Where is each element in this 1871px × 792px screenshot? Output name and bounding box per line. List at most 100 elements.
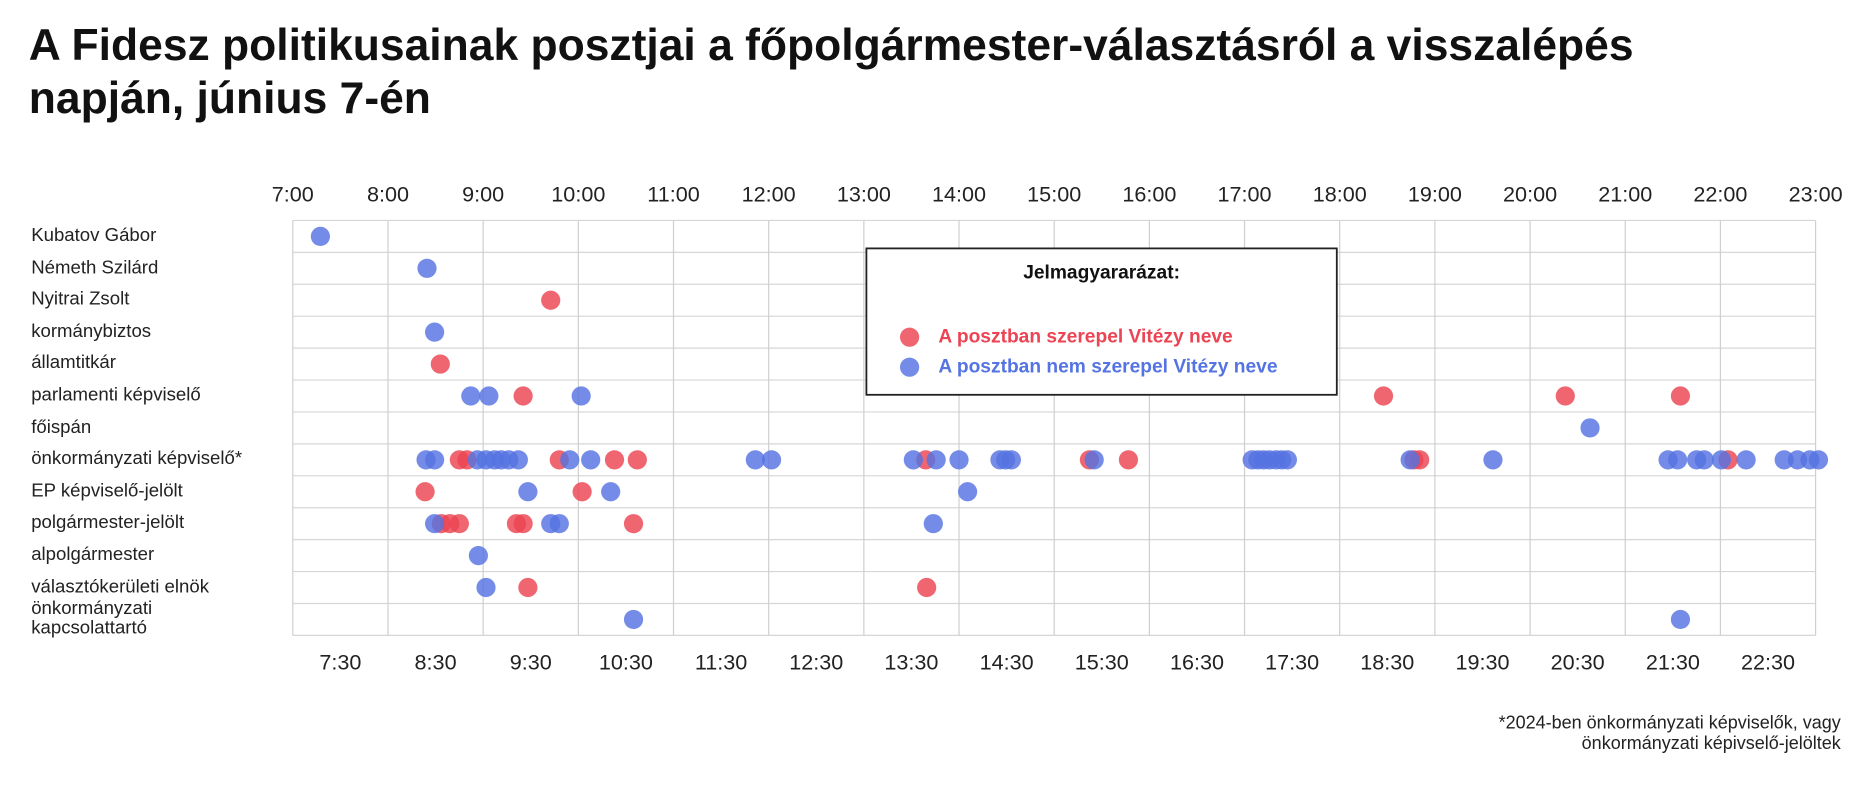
legend-label: A posztban nem szerepel Vitézy neve xyxy=(938,356,1277,377)
point xyxy=(430,354,450,374)
point xyxy=(425,514,445,534)
y-label: kormánybiztos xyxy=(31,321,152,342)
x-tick-label: 21:00 xyxy=(1598,181,1652,206)
point xyxy=(541,290,561,310)
point xyxy=(1694,450,1714,470)
point xyxy=(518,482,538,502)
x-tick-label: 9:00 xyxy=(462,181,504,206)
point xyxy=(476,577,496,598)
x-tick-label: 22:00 xyxy=(1693,181,1747,206)
x-tick-label: 13:00 xyxy=(837,181,891,206)
point xyxy=(1277,450,1297,470)
point xyxy=(1400,450,1420,470)
x-tick-label-bottom: 14:30 xyxy=(980,649,1034,674)
point xyxy=(310,226,331,247)
point xyxy=(1774,450,1794,470)
x-tick-label-bottom: 21:30 xyxy=(1646,649,1700,674)
point xyxy=(1580,418,1600,438)
legend-label: A posztban szerepel Vitézy neve xyxy=(938,326,1233,347)
point xyxy=(1667,450,1688,470)
x-tick-label-bottom: 18:30 xyxy=(1360,649,1414,674)
point xyxy=(601,482,621,502)
point xyxy=(926,450,946,470)
point xyxy=(1808,450,1829,470)
point xyxy=(560,450,580,470)
x-tick-label-bottom: 7:30 xyxy=(319,649,361,674)
x-tick-label-bottom: 9:30 xyxy=(510,649,552,674)
y-label: polgármester-jelölt xyxy=(31,512,185,534)
point xyxy=(1711,450,1731,470)
point xyxy=(604,450,625,470)
point xyxy=(957,482,978,502)
point xyxy=(1670,386,1691,406)
point xyxy=(903,450,923,470)
x-tick-label: 8:00 xyxy=(367,181,409,206)
y-label: államtitkár xyxy=(31,353,116,374)
x-tick-label: 7:00 xyxy=(272,181,314,206)
point xyxy=(425,322,445,342)
y-label: alpolgármester xyxy=(31,544,155,566)
y-label: Nyitrai Zsolt xyxy=(31,289,130,310)
x-tick-label: 18:00 xyxy=(1313,181,1367,206)
x-tick-label: 16:00 xyxy=(1122,181,1176,206)
y-label: önkormányzati kapcsolattartó xyxy=(31,598,153,639)
point xyxy=(627,450,647,470)
y-label: parlamenti képviselő xyxy=(31,385,201,406)
point xyxy=(549,514,569,534)
x-tick-label-bottom: 12:30 xyxy=(789,649,843,674)
y-label: választókerületi elnök xyxy=(31,576,210,597)
legend: Jelmagyararázat: A posztban szerepel Vité… xyxy=(865,247,1338,396)
point xyxy=(518,577,538,598)
x-tick-label: 10:00 xyxy=(551,181,605,206)
point xyxy=(479,386,499,406)
x-tick-label-bottom: 10:30 xyxy=(599,649,653,674)
x-tick-label-bottom: 19:30 xyxy=(1455,649,1509,674)
point xyxy=(513,386,533,406)
legend-marker xyxy=(900,327,920,347)
point xyxy=(623,609,644,630)
y-label: EP képviselő-jelölt xyxy=(31,480,183,502)
point xyxy=(461,386,481,406)
x-tick-label-bottom: 11:30 xyxy=(695,649,747,674)
point xyxy=(1084,450,1104,470)
footnote: *2024-ben önkormányzati képviselők, vagy… xyxy=(1498,712,1841,754)
point xyxy=(1670,609,1691,630)
y-label: főispán xyxy=(31,416,92,438)
point xyxy=(923,514,943,534)
x-tick-label-bottom: 15:30 xyxy=(1075,649,1129,674)
x-tick-label: 12:00 xyxy=(742,181,796,206)
x-tick-label-bottom: 13:30 xyxy=(884,649,938,674)
point xyxy=(415,482,435,502)
y-label: Németh Szilárd xyxy=(31,257,159,278)
point xyxy=(508,450,528,470)
chart-title: A Fidesz politikusainak posztjai a főpol… xyxy=(28,20,1634,123)
point xyxy=(949,450,969,470)
y-label: Kubatov Gábor xyxy=(31,225,157,246)
point xyxy=(1555,386,1575,406)
point xyxy=(571,386,591,406)
point xyxy=(1483,450,1503,470)
x-tick-label: 15:00 xyxy=(1027,181,1081,206)
x-tick-label: 23:00 xyxy=(1789,181,1843,206)
x-tick-label-bottom: 22:30 xyxy=(1741,649,1795,674)
point xyxy=(917,577,937,598)
point xyxy=(417,258,437,278)
x-tick-label-bottom: 17:30 xyxy=(1265,649,1319,674)
x-tick-label-bottom: 16:30 xyxy=(1170,649,1224,674)
y-label: önkormányzati képviselő* xyxy=(31,448,243,470)
point xyxy=(1001,450,1021,470)
point xyxy=(745,450,765,470)
x-tick-label-bottom: 20:30 xyxy=(1551,649,1605,674)
point xyxy=(449,514,469,534)
point xyxy=(1118,450,1139,470)
legend-marker xyxy=(900,357,920,377)
x-tick-label: 17:00 xyxy=(1218,181,1272,206)
point xyxy=(1373,386,1394,406)
point xyxy=(761,450,782,470)
legend-box xyxy=(865,247,1338,396)
x-tick-label: 19:00 xyxy=(1408,181,1462,206)
point xyxy=(623,514,644,534)
